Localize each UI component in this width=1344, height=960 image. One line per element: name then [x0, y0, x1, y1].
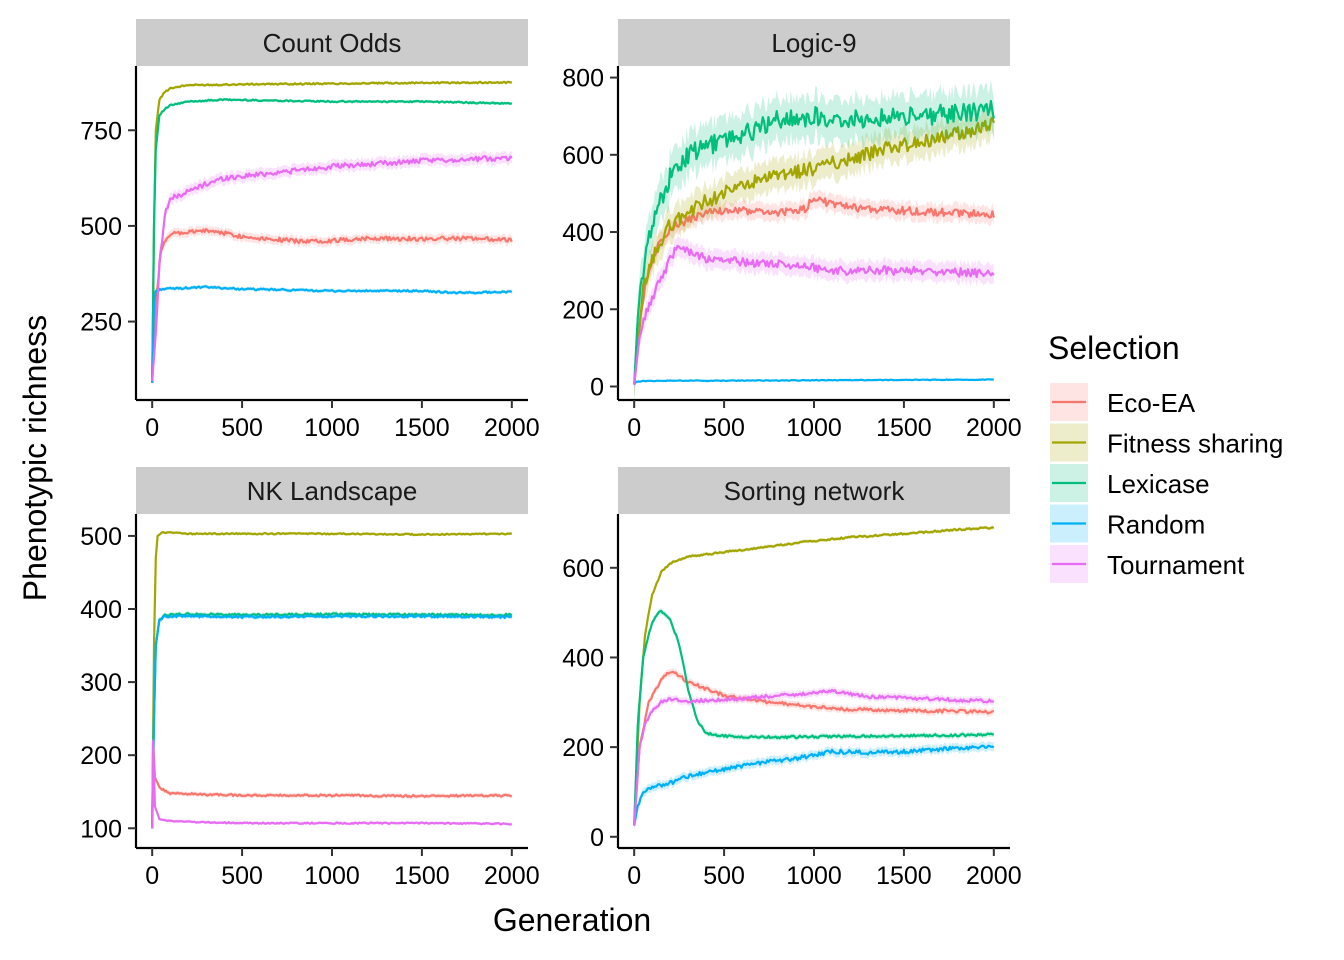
facet-title: Count Odds	[263, 28, 402, 58]
ribbon-eco-ea	[152, 738, 512, 831]
facet-strip	[618, 467, 1010, 514]
series-line-random	[151, 285, 513, 383]
y-tick-label: 200	[562, 296, 604, 324]
series-line-eco-ea	[633, 196, 995, 385]
facet-count-odds: Count Odds 0 500 1000 1500 2000 250 500 750	[80, 19, 540, 442]
legend: Selection Eco-EA Fitness sharing Lexicase R…	[1048, 330, 1283, 583]
y-tick-label: 600	[562, 555, 604, 583]
legend-item-random: Random	[1050, 504, 1205, 543]
y-tick-label: 200	[562, 734, 604, 762]
legend-label: Fitness sharing	[1107, 429, 1283, 459]
x-tick-label: 2000	[966, 414, 1022, 442]
legend-item-lexicase: Lexicase	[1050, 464, 1210, 502]
ribbon-eco-ea	[152, 224, 512, 388]
series-line-eco-ea	[151, 228, 513, 383]
series-line-eco-ea	[151, 739, 512, 829]
x-tick-label: 2000	[966, 862, 1022, 890]
x-tick-label: 500	[221, 862, 263, 890]
facet-sorting-network: Sorting network 0 500 1000 1500 2000 0 200 400 60…	[562, 467, 1022, 890]
ribbon-random	[634, 741, 994, 831]
series-line-lexicase	[633, 99, 995, 385]
series-line-tournament	[151, 155, 513, 381]
x-tick-label: 2000	[484, 414, 540, 442]
y-tick-label: 200	[80, 742, 122, 770]
facet-nk-landscape: NK Landscape 0 500 1000 1500 2000 100 200 300 400…	[80, 467, 540, 890]
legend-item-eco-ea: Eco-EA	[1050, 383, 1196, 421]
ribbon-eco-ea	[634, 668, 994, 830]
x-tick-label: 1000	[786, 414, 842, 442]
x-tick-label: 0	[627, 414, 641, 442]
series-line-lexicase	[633, 609, 994, 826]
x-tick-label: 1000	[304, 414, 360, 442]
series-group	[151, 530, 513, 831]
facet-strip	[618, 19, 1010, 66]
x-tick-label: 500	[703, 862, 745, 890]
ribbon-tournament	[152, 739, 512, 830]
x-tick-label: 0	[145, 414, 159, 442]
y-tick-label: 100	[80, 815, 122, 843]
y-tick-label: 600	[562, 142, 604, 170]
y-tick-label: 0	[590, 824, 604, 852]
legend-label: Random	[1107, 510, 1205, 540]
x-tick-label: 0	[145, 862, 159, 890]
y-tick-label: 400	[80, 596, 122, 624]
series-line-random	[151, 614, 513, 829]
legend-item-fitness-sharing: Fitness sharing	[1050, 423, 1283, 462]
series-group	[633, 79, 995, 406]
y-tick-label: 300	[80, 669, 122, 697]
x-tick-label: 500	[221, 414, 263, 442]
series-line-random	[633, 378, 994, 386]
series-line-lexicase	[151, 98, 513, 383]
series-line-random	[633, 744, 995, 826]
x-tick-label: 1500	[876, 414, 932, 442]
y-axis-title: Phenotypic richness	[17, 315, 53, 601]
y-tick-label: 0	[590, 373, 604, 401]
ribbon-random	[152, 284, 512, 385]
y-tick-label: 500	[80, 213, 122, 241]
y-tick-label: 800	[562, 65, 604, 93]
facet-strip	[136, 19, 528, 66]
x-axis-title: Generation	[493, 902, 651, 938]
facet-strip	[136, 467, 528, 514]
ribbon-tournament	[634, 236, 994, 395]
x-tick-label: 1500	[394, 414, 450, 442]
series-line-fitness-sharing	[633, 116, 995, 385]
facet-logic-9: Logic-9 0 500 1000 1500 2000 0 200 400 600 800	[562, 19, 1022, 442]
x-tick-label: 1500	[876, 862, 932, 890]
y-tick-label: 400	[562, 644, 604, 672]
x-tick-label: 1000	[786, 862, 842, 890]
legend-label: Eco-EA	[1107, 388, 1196, 418]
y-tick-label: 500	[80, 523, 122, 551]
y-tick-label: 400	[562, 219, 604, 247]
ribbon-lexicase	[634, 608, 994, 829]
legend-label: Lexicase	[1107, 469, 1210, 499]
legend-title: Selection	[1048, 330, 1180, 366]
facet-title: Logic-9	[771, 28, 856, 58]
facet-title: Sorting network	[724, 476, 906, 506]
series-line-tournament	[633, 244, 995, 385]
y-tick-label: 750	[80, 117, 122, 145]
series-line-lexicase	[151, 612, 513, 829]
x-tick-label: 2000	[484, 862, 540, 890]
x-tick-label: 0	[627, 862, 641, 890]
x-tick-label: 1500	[394, 862, 450, 890]
series-line-tournament	[151, 739, 512, 829]
series-line-tournament	[633, 688, 995, 826]
legend-item-tournament: Tournament	[1050, 545, 1245, 583]
y-tick-label: 250	[80, 309, 122, 337]
series-line-eco-ea	[633, 670, 994, 826]
series-group	[633, 525, 995, 831]
legend-label: Tournament	[1107, 550, 1245, 580]
series-line-fitness-sharing	[633, 526, 995, 826]
x-tick-label: 1000	[304, 862, 360, 890]
facet-title: NK Landscape	[247, 476, 418, 506]
ribbon-fitness-sharing	[152, 530, 512, 830]
series-group	[151, 80, 513, 388]
series-line-fitness-sharing	[151, 530, 512, 829]
series-line-fitness-sharing	[151, 80, 513, 381]
x-tick-label: 500	[703, 414, 745, 442]
